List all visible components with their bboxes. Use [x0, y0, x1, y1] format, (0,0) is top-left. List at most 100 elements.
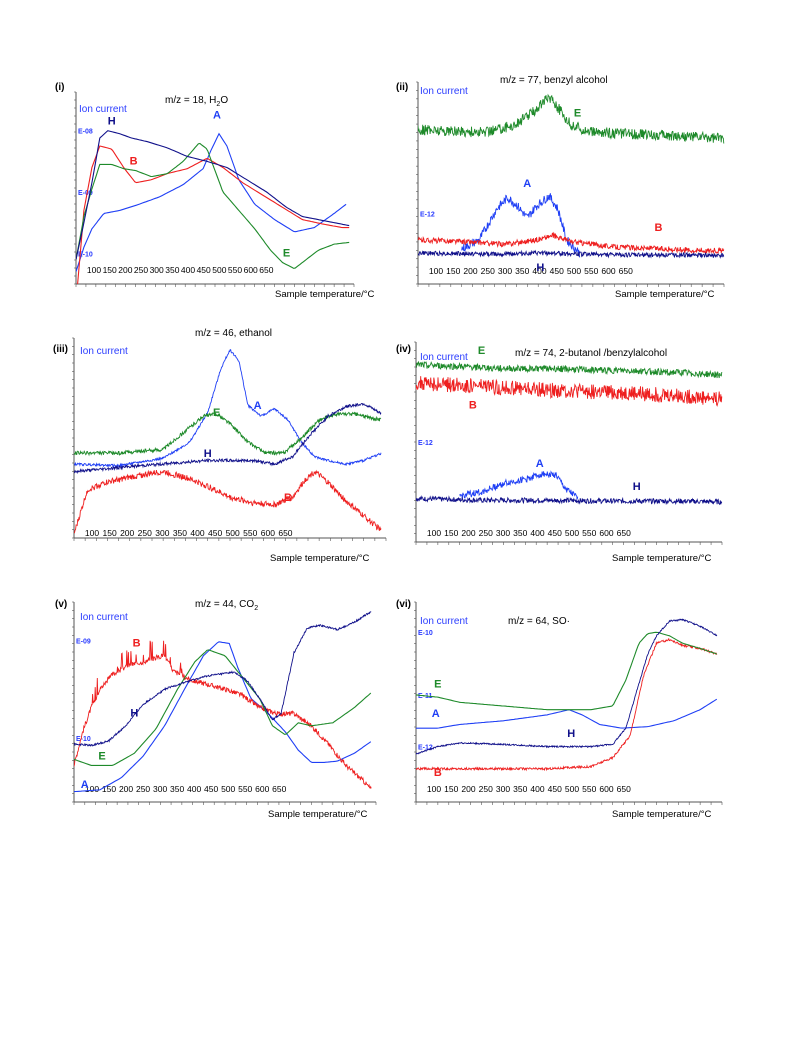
series-label-B: B — [130, 155, 138, 167]
x-tick-label: 650 — [617, 784, 631, 794]
series-label-H: H — [204, 448, 212, 460]
x-tick-label: 500 — [221, 784, 235, 794]
x-tick-label: 450 — [204, 784, 218, 794]
x-tick-label: 350 — [513, 784, 527, 794]
y-tick-label: E-09 — [76, 638, 91, 645]
x-tick-label: 450 — [197, 265, 211, 275]
series-E-line — [76, 142, 350, 269]
series-label-E: E — [434, 679, 441, 691]
series-A-line — [461, 193, 581, 258]
series-A-line — [74, 349, 382, 468]
series-label-H: H — [130, 708, 138, 720]
y-tick-label: E-10 — [418, 630, 433, 637]
chart-title: m/z = 77, benzyl alcohol — [500, 75, 608, 86]
panel-label: (iii) — [53, 344, 68, 355]
series-label-A: A — [254, 400, 262, 412]
y-tick-label: E-08 — [78, 129, 93, 136]
x-tick-label: 650 — [259, 265, 273, 275]
x-tick-label: 450 — [548, 784, 562, 794]
x-tick-label: 100 — [427, 784, 441, 794]
series-label-E: E — [283, 247, 290, 259]
panel-2: (ii) m/z = 77, benzyl alcohol Ion current E… — [396, 75, 725, 300]
series-A-line — [74, 641, 372, 793]
x-tick-label: 350 — [170, 784, 184, 794]
x-tick-label: 550 — [228, 265, 242, 275]
x-tick-label: 100 — [85, 784, 99, 794]
series-label-H: H — [633, 481, 641, 493]
x-tick-label: 400 — [181, 265, 195, 275]
panel-label: (iv) — [396, 344, 411, 355]
x-tick-label: 500 — [565, 784, 579, 794]
x-tick-label: 100 — [87, 265, 101, 275]
x-tick-label: 650 — [617, 528, 631, 538]
x-tick-label: 650 — [278, 528, 292, 538]
x-tick-label: 650 — [619, 266, 633, 276]
series-label-H: H — [108, 116, 116, 128]
y-tick-label: E-12 — [418, 440, 433, 447]
x-tick-label: 200 — [118, 265, 132, 275]
series-label-E: E — [213, 407, 220, 419]
x-tick-label: 600 — [261, 528, 275, 538]
series-label-B: B — [284, 492, 292, 504]
series-label-H: H — [567, 728, 575, 740]
y-axis-label: Ion current — [80, 612, 128, 623]
series-A-line — [459, 470, 579, 500]
series-label-E: E — [478, 345, 485, 357]
series-label-A: A — [523, 178, 531, 190]
series-E-line — [416, 631, 717, 711]
x-tick-label: 200 — [120, 528, 134, 538]
x-tick-label: 650 — [272, 784, 286, 794]
x-axis-label: Sample temperature/°C — [615, 289, 715, 300]
series-B-line — [77, 145, 350, 284]
series-label-A: A — [81, 779, 89, 791]
panel-5: (v) m/z = 44, CO2 Ion current E-09 E-10 100 15… — [55, 599, 377, 820]
x-axis-label: Sample temperature/°C — [612, 809, 712, 820]
x-axis-label: Sample temperature/°C — [270, 553, 370, 564]
panel-label: (i) — [55, 82, 64, 93]
y-tick-label: E-10 — [76, 736, 91, 743]
x-tick-label: 500 — [567, 266, 581, 276]
series-E-line — [416, 360, 723, 379]
series-E-line — [74, 649, 372, 766]
series-A-line — [76, 132, 347, 272]
x-tick-label: 150 — [102, 528, 116, 538]
x-tick-label: 400 — [530, 528, 544, 538]
y-tick-label: E-12 — [418, 745, 433, 752]
x-tick-label: 250 — [134, 265, 148, 275]
x-tick-label: 550 — [582, 784, 596, 794]
x-tick-label: 550 — [238, 784, 252, 794]
x-tick-label: 300 — [496, 784, 510, 794]
series-H-line — [74, 402, 382, 475]
x-tick-label: 200 — [461, 528, 475, 538]
series-B-line — [416, 376, 723, 407]
x-axis-label: Sample temperature/°C — [268, 809, 368, 820]
series-E-line — [74, 411, 382, 457]
x-tick-label: 500 — [212, 265, 226, 275]
x-tick-label: 500 — [226, 528, 240, 538]
x-tick-label: 300 — [155, 528, 169, 538]
chart-title: m/z = 46, ethanol — [195, 328, 272, 339]
x-tick-label: 550 — [582, 528, 596, 538]
x-tick-label: 150 — [444, 528, 458, 538]
series-B-line — [418, 231, 725, 255]
series-B-line — [416, 638, 718, 772]
x-tick-label: 100 — [85, 528, 99, 538]
chart-title: m/z = 64, SO· — [508, 616, 570, 627]
y-axis-label: Ion current — [420, 86, 468, 97]
panel-1: (i) m/z = 18, H2O Ion current E-08 E-09 E-10 1… — [55, 82, 375, 300]
series-label-H: H — [536, 262, 544, 274]
series-label-B: B — [654, 222, 662, 234]
panel-4: (iv) m/z = 74, 2-butanol /benzylalcohol Io… — [396, 341, 723, 564]
x-tick-label: 600 — [255, 784, 269, 794]
x-tick-label: 200 — [463, 266, 477, 276]
y-axis-label: Ion current — [79, 104, 127, 115]
x-tick-label: 150 — [444, 784, 458, 794]
y-axis-label: Ion current — [420, 616, 468, 627]
x-tick-label: 450 — [548, 528, 562, 538]
series-H-line — [416, 618, 718, 755]
x-tick-label: 600 — [244, 265, 258, 275]
x-tick-label: 450 — [550, 266, 564, 276]
x-tick-label: 400 — [187, 784, 201, 794]
